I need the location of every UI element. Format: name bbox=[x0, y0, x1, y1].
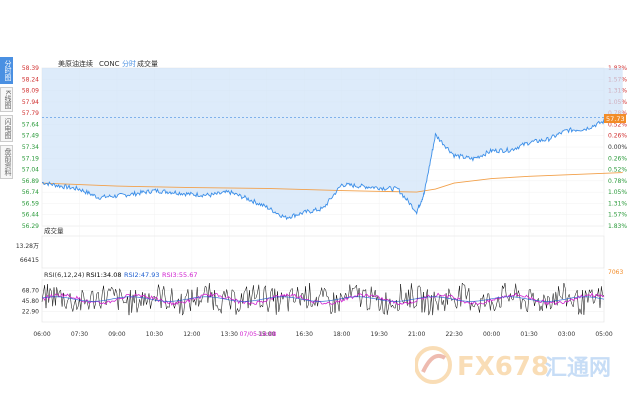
fx678-watermark: FX678 汇通网 bbox=[415, 346, 611, 384]
percent-tick-label: 1.83% bbox=[608, 223, 627, 230]
time-tick-label: 07:30 bbox=[71, 331, 88, 338]
instrument-name: 美原油连续 bbox=[58, 59, 93, 68]
percent-tick-label: 0.26% bbox=[608, 133, 627, 140]
time-tick-label: 01:30 bbox=[520, 331, 537, 338]
price-tick-label: 57.94 bbox=[22, 99, 39, 106]
rsi-tick-label: 22.90 bbox=[22, 309, 39, 316]
time-tick-label: 18:00 bbox=[333, 331, 350, 338]
rsi-tick-label: 45.80 bbox=[22, 298, 39, 305]
rsi-tick-label: 68.70 bbox=[22, 288, 39, 295]
watermark-text: FX678 bbox=[457, 352, 549, 382]
price-line bbox=[41, 114, 623, 221]
percent-tick-label: 1.57% bbox=[608, 212, 627, 219]
chart-type-sidebar: 分时图 K线图 闪电图 盘前资料 bbox=[0, 57, 13, 182]
volume-panel-title: 成交量 bbox=[44, 226, 64, 235]
tab-premarket[interactable]: 盘前资料 bbox=[0, 144, 13, 179]
instrument-code: CONC bbox=[99, 60, 120, 68]
price-tick-label: 57.04 bbox=[22, 167, 39, 174]
percent-tick-label: 1.05% bbox=[608, 189, 627, 196]
price-tick-label: 57.34 bbox=[22, 144, 39, 151]
time-tick-label: 16:30 bbox=[296, 331, 313, 338]
rsi-series-label: RSI3:55.67 bbox=[162, 271, 198, 279]
percent-tick-label: 0.78% bbox=[608, 178, 627, 185]
price-axis: 58.39 58.24 58.09 57.94 57.79 57.64 57.49 57.34… bbox=[22, 65, 39, 230]
volume-tick-high: 13.28万 bbox=[16, 243, 39, 250]
price-tick-label: 56.29 bbox=[22, 223, 39, 230]
time-tick-label: 15:00 bbox=[258, 331, 275, 338]
price-area bbox=[42, 68, 623, 220]
price-tick-label: 56.44 bbox=[22, 212, 39, 219]
time-tick-label: 10:30 bbox=[146, 331, 163, 338]
percent-tick-label: 0.52% bbox=[608, 167, 627, 174]
time-tick-label: 12:00 bbox=[183, 331, 200, 338]
rsi-series-label: RSI1:34.08 bbox=[86, 271, 122, 279]
time-tick-label: 03:00 bbox=[558, 331, 575, 338]
time-tick-label: 21:00 bbox=[408, 331, 425, 338]
last-price-badge bbox=[604, 114, 626, 123]
time-tick-label: 19:30 bbox=[371, 331, 388, 338]
tab-lightning[interactable]: 闪电图 bbox=[0, 114, 13, 142]
average-price-line bbox=[41, 172, 623, 193]
tab-timeshare[interactable]: 分时图 bbox=[0, 57, 13, 84]
rsi1-line bbox=[41, 282, 604, 316]
rsi-series-label: RSI2:47.93 bbox=[124, 271, 160, 279]
time-tick-label: 05:00 bbox=[595, 331, 612, 338]
price-tick-label: 57.19 bbox=[22, 155, 39, 162]
time-tick-label: 09:00 bbox=[108, 331, 125, 338]
price-tick-label: 56.74 bbox=[22, 189, 39, 196]
mode-label[interactable]: 分时 bbox=[122, 59, 136, 68]
percent-tick-label: 0.26% bbox=[608, 155, 627, 162]
rsi-legend: RSI(6,12,24) bbox=[44, 271, 84, 279]
price-tick-label: 58.24 bbox=[22, 76, 39, 83]
rsi-series-labels: RSI1:34.08 RSI2:47.93 RSI3:55.67 bbox=[86, 271, 198, 279]
price-tick-label: 57.49 bbox=[22, 133, 39, 140]
price-tick-label: 57.79 bbox=[22, 110, 39, 117]
time-tick-label: 13:30 bbox=[221, 331, 238, 338]
time-tick-label: 00:00 bbox=[483, 331, 500, 338]
percent-tick-label: 1.31% bbox=[608, 200, 627, 207]
cursor-date-label: 07/05-14:08 bbox=[240, 331, 277, 338]
watermark-suffix: 汇通网 bbox=[545, 356, 611, 381]
price-tick-label: 58.39 bbox=[22, 65, 39, 72]
time-tick-label: 22:30 bbox=[445, 331, 462, 338]
volume-tick-mid: 66415 bbox=[20, 257, 39, 264]
price-tick-label: 57.64 bbox=[22, 121, 39, 128]
last-price-label: 57.73 bbox=[606, 115, 625, 123]
fx678-logo-icon bbox=[415, 346, 452, 384]
price-tick-label: 56.89 bbox=[22, 178, 39, 185]
tab-kline[interactable]: K线图 bbox=[0, 87, 13, 112]
volume-toggle[interactable]: 成交量 bbox=[137, 59, 158, 68]
time-tick-label: 06:00 bbox=[33, 331, 50, 338]
time-axis: 06:00 07:30 09:00 10:30 12:00 13:30 15:00 16:30… bbox=[33, 331, 612, 338]
price-tick-label: 58.09 bbox=[22, 88, 39, 95]
volume-panel-frame bbox=[41, 235, 605, 269]
volume-last-label: 7063 bbox=[608, 269, 623, 276]
percent-tick-label: 0.00% bbox=[608, 144, 627, 151]
percent-tick-label: 0.52% bbox=[608, 121, 627, 128]
rsi2-line bbox=[41, 296, 605, 302]
price-tick-label: 56.59 bbox=[22, 200, 39, 207]
